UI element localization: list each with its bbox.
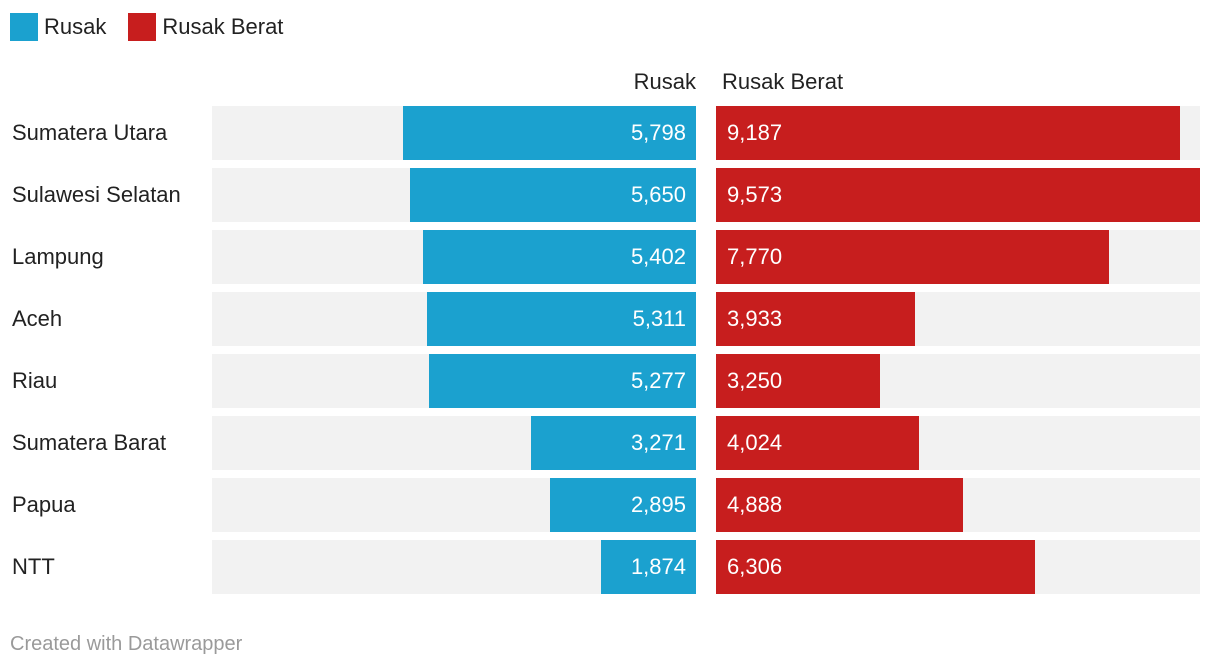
value-label-rusak-papua: 2,895 xyxy=(630,492,686,517)
legend-label-rusak-berat: Rusak Berat xyxy=(162,14,284,39)
legend-swatch-rusak xyxy=(10,13,38,41)
value-label-rusak-sulawesi-selatan: 5,650 xyxy=(630,182,686,207)
column-header-rusak-berat: Rusak Berat xyxy=(722,69,844,94)
credit-text[interactable]: Created with Datawrapper xyxy=(10,633,243,655)
row-label-ntt: NTT xyxy=(12,554,55,579)
row-label-papua: Papua xyxy=(12,492,76,517)
bar-rusak-berat-aceh[interactable] xyxy=(716,292,915,346)
bar-rusak-riau[interactable] xyxy=(429,354,696,408)
column-header-rusak: Rusak xyxy=(633,69,696,94)
value-label-rusak-aceh: 5,311 xyxy=(632,306,686,331)
bar-rusak-berat-ntt[interactable] xyxy=(716,540,1035,594)
bar-rusak-sumatera-utara[interactable] xyxy=(403,106,696,160)
bar-rusak-lampung[interactable] xyxy=(423,230,696,284)
bar-rusak-berat-riau[interactable] xyxy=(716,354,880,408)
row-label-sumatera-utara: Sumatera Utara xyxy=(12,120,168,145)
value-label-rusak-berat-aceh: 3,933 xyxy=(727,306,783,331)
bar-rusak-berat-lampung[interactable] xyxy=(716,230,1109,284)
row-label-lampung: Lampung xyxy=(12,244,104,269)
value-label-rusak-berat-lampung: 7,770 xyxy=(727,244,783,269)
bar-rusak-berat-papua[interactable] xyxy=(716,478,963,532)
legend-item-rusak-berat[interactable]: Rusak Berat xyxy=(128,13,283,41)
value-label-rusak-berat-sumatera-barat: 4,024 xyxy=(727,430,783,455)
value-label-rusak-sumatera-barat: 3,271 xyxy=(630,430,686,455)
value-label-rusak-berat-ntt: 6,306 xyxy=(727,554,783,579)
bar-rusak-berat-sulawesi-selatan[interactable] xyxy=(716,168,1200,222)
legend: Rusak Rusak Berat xyxy=(10,12,305,42)
value-label-rusak-ntt: 1,874 xyxy=(630,554,686,579)
value-label-rusak-berat-sumatera-utara: 9,187 xyxy=(727,120,783,145)
bar-rusak-sumatera-barat[interactable] xyxy=(531,416,696,470)
bar-rusak-aceh[interactable] xyxy=(427,292,696,346)
value-label-rusak-riau: 5,277 xyxy=(630,368,686,393)
row-label-sumatera-barat: Sumatera Barat xyxy=(12,430,167,455)
bar-rusak-papua[interactable] xyxy=(550,478,696,532)
row-label-riau: Riau xyxy=(12,368,58,393)
row-label-sulawesi-selatan: Sulawesi Selatan xyxy=(12,182,181,207)
row-label-aceh: Aceh xyxy=(12,306,63,331)
bar-rusak-ntt[interactable] xyxy=(601,540,696,594)
value-label-rusak-lampung: 5,402 xyxy=(630,244,686,269)
legend-item-rusak[interactable]: Rusak xyxy=(10,13,106,41)
bar-rusak-berat-sumatera-barat[interactable] xyxy=(716,416,919,470)
bar-rusak-berat-sumatera-utara[interactable] xyxy=(716,106,1180,160)
value-label-rusak-berat-sulawesi-selatan: 9,573 xyxy=(727,182,783,207)
bar-rusak-sulawesi-selatan[interactable] xyxy=(410,168,696,222)
value-label-rusak-berat-riau: 3,250 xyxy=(727,368,783,393)
value-label-rusak-sumatera-utara: 5,798 xyxy=(630,120,686,145)
value-label-rusak-berat-papua: 4,888 xyxy=(727,492,783,517)
legend-label-rusak: Rusak xyxy=(44,14,107,39)
legend-swatch-rusak-berat xyxy=(128,13,157,41)
